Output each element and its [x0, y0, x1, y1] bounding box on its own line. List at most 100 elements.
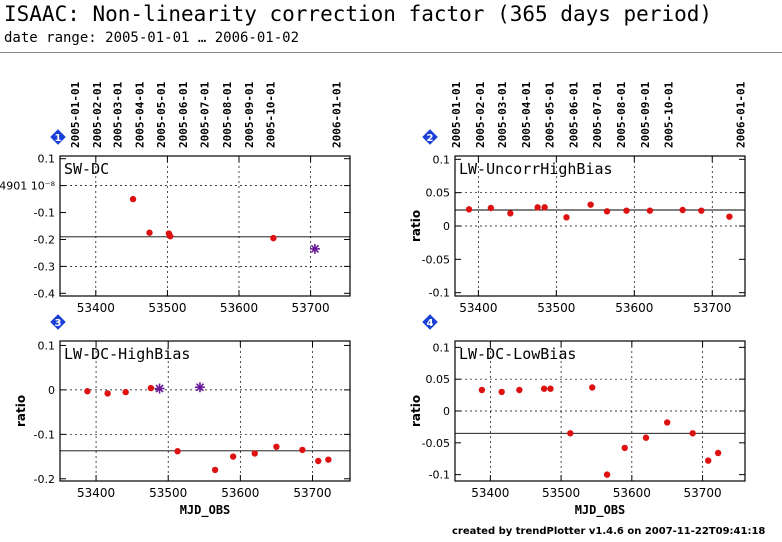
y-tick-label: 0.1 — [38, 339, 56, 352]
top-date-label: 2005-02-01 — [91, 81, 104, 148]
data-point — [726, 213, 733, 220]
x-tick-label: 53600 — [220, 301, 258, 315]
y-tick-label: 0 — [48, 384, 55, 397]
data-point — [603, 208, 611, 215]
top-date-label: 2005-03-01 — [111, 81, 124, 148]
star-point — [309, 243, 320, 254]
top-date-label: 2005-01-01 — [69, 81, 82, 148]
data-point — [507, 210, 514, 217]
star-stroke — [310, 244, 320, 253]
x-tick-label: 53400 — [77, 301, 115, 315]
panel-1 — [50, 129, 351, 297]
y-tick-label: -0.05 — [422, 253, 450, 266]
y-tick-label: 0.05 — [426, 187, 451, 200]
top-date-label: 2005-07-01 — [591, 81, 604, 148]
data-point — [646, 207, 654, 214]
data-point — [167, 233, 174, 240]
date-range-subtitle: date range: 2005-01-01 … 2006-01-02 — [4, 30, 300, 46]
x-axis-label: MJD_OBS — [180, 503, 231, 518]
top-date-label: 2005-08-01 — [615, 81, 628, 148]
data-point — [540, 385, 548, 392]
panel-number-badge — [50, 129, 66, 145]
panel-number: 2 — [427, 133, 434, 144]
data-point — [325, 456, 332, 463]
panel-2 — [422, 129, 746, 297]
data-point — [498, 388, 505, 396]
data-point — [211, 466, 219, 474]
x-tick-label: 53400 — [471, 486, 509, 500]
data-point — [589, 384, 596, 391]
panel-label: LW-DC-HighBias — [64, 345, 190, 363]
y-tick-label: 0.1 — [433, 341, 451, 354]
top-date-label: 2006-01-01 — [734, 81, 747, 148]
panel-number: 3 — [55, 318, 62, 329]
data-point — [714, 449, 722, 457]
x-tick-label: 53500 — [149, 486, 187, 500]
footer-credit: created by trendPlotter v1.4.6 on 2007-1… — [452, 526, 766, 537]
x-tick-label: 53700 — [693, 301, 731, 315]
y-tick-label: 0.1 — [433, 153, 451, 166]
data-point — [563, 214, 570, 221]
x-tick-label: 53500 — [537, 301, 575, 315]
panel-3 — [50, 314, 351, 482]
data-point — [487, 204, 495, 212]
y-tick-label: 0 — [443, 220, 450, 233]
y-tick-label: 0 — [443, 405, 450, 418]
top-date-label: 2005-05-01 — [543, 81, 556, 148]
top-date-label: 2005-10-01 — [265, 81, 278, 148]
y-axis-label: ratio — [409, 210, 423, 242]
data-point — [229, 453, 237, 460]
top-date-label: 2006-01-01 — [330, 81, 343, 148]
x-tick-label: 53600 — [221, 486, 259, 500]
page-title: ISAAC: Non-linearity correction factor (… — [4, 2, 713, 26]
data-point — [478, 386, 486, 394]
data-point — [663, 419, 671, 426]
y-tick-label: -0.2 — [34, 473, 55, 486]
data-point — [104, 390, 111, 397]
y-tick-label: -0.4 — [34, 287, 55, 300]
data-point — [84, 388, 91, 395]
top-date-label: 2005-10-01 — [663, 81, 676, 148]
x-tick-label: 53700 — [293, 486, 331, 500]
x-tick-label: 53700 — [683, 486, 721, 500]
x-tick-label: 53700 — [292, 301, 330, 315]
data-point — [541, 204, 548, 211]
data-point — [698, 207, 705, 214]
y-tick-label: -0.1 — [34, 428, 55, 441]
top-date-label: 2005-02-01 — [474, 81, 487, 148]
data-point — [146, 229, 153, 236]
data-point — [534, 204, 541, 211]
y-tick-label: -0.05 — [422, 437, 450, 450]
panel-label: SW-DC — [64, 160, 109, 178]
data-point — [147, 384, 155, 392]
plot-frame — [59, 340, 351, 482]
x-axis-label: MJD_OBS — [575, 503, 626, 518]
data-point — [642, 434, 650, 441]
data-point — [689, 430, 696, 437]
header-divider — [0, 52, 782, 53]
panel-4 — [422, 314, 746, 482]
x-tick-label: 53400 — [459, 301, 497, 315]
data-point — [251, 450, 258, 457]
y-tick-label: -0.2 — [34, 233, 55, 246]
top-date-label: 2005-09-01 — [639, 81, 652, 148]
top-date-label: 2005-06-01 — [177, 81, 190, 148]
data-point — [705, 457, 712, 464]
data-point — [516, 386, 523, 394]
plot-frame — [59, 155, 351, 297]
data-point — [129, 195, 137, 203]
star-point — [194, 382, 205, 393]
panel-number: 4 — [427, 318, 434, 329]
y-tick-label: -0.1 — [429, 287, 450, 300]
star-point — [154, 383, 165, 394]
panel-label: LW-UncorrHighBias — [459, 160, 613, 178]
data-point — [270, 234, 277, 242]
x-tick-label: 53500 — [148, 301, 186, 315]
top-date-label: 2005-04-01 — [133, 81, 146, 148]
star-stroke — [155, 384, 164, 393]
top-date-label: 2005-05-01 — [155, 81, 168, 148]
top-date-label: 2005-01-01 — [450, 81, 463, 148]
data-point — [679, 206, 686, 214]
top-date-label: 2005-09-01 — [243, 81, 256, 148]
